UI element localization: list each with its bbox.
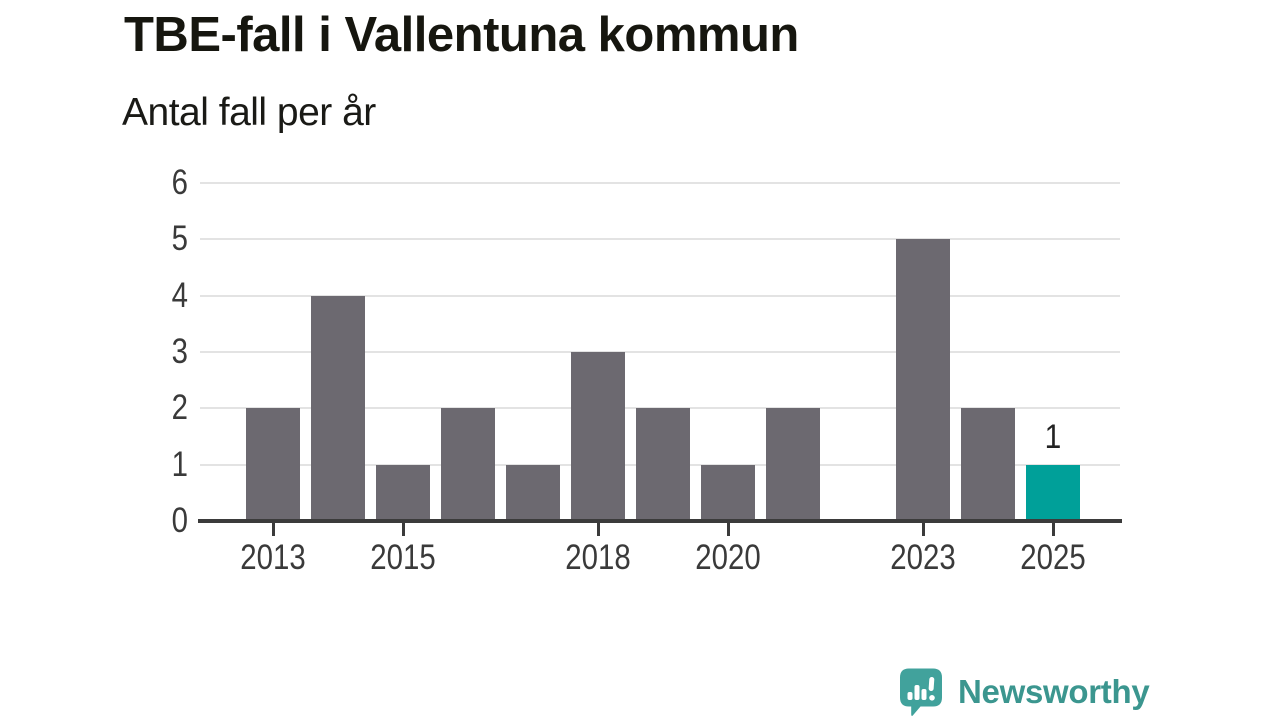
bar-2016 — [441, 408, 495, 521]
x-tick-label-2018: 2018 — [565, 538, 631, 577]
x-tick-mark-2020 — [727, 523, 730, 536]
bar-2013 — [246, 408, 300, 521]
x-tick-mark-2025 — [1052, 523, 1055, 536]
bar-2020 — [701, 465, 755, 521]
bar-2018 — [571, 352, 625, 521]
y-tick-label-2: 2 — [171, 388, 188, 427]
x-tick-mark-2018 — [597, 523, 600, 536]
gridline-4 — [200, 295, 1120, 297]
bar-2017 — [506, 465, 560, 521]
gridline-6 — [200, 182, 1120, 184]
newsworthy-logo: Newsworthy — [899, 666, 1150, 718]
newsworthy-speech-bubble-chart-icon — [900, 668, 942, 716]
bar-2019 — [636, 408, 690, 521]
x-tick-mark-2023 — [922, 523, 925, 536]
bar-2025 — [1026, 465, 1080, 521]
gridline-5 — [200, 238, 1120, 240]
x-axis-line — [198, 519, 1122, 523]
x-tick-label-2013: 2013 — [240, 538, 306, 577]
bar-2024 — [961, 408, 1015, 521]
bar-2015 — [376, 465, 430, 521]
y-tick-label-0: 0 — [171, 501, 188, 540]
y-tick-label-5: 5 — [171, 219, 188, 258]
brand-name: Newsworthy — [958, 673, 1150, 710]
value-label-2025: 1 — [1044, 418, 1062, 456]
page-title: TBE-fall i Vallentuna kommun — [124, 8, 799, 62]
y-tick-label-4: 4 — [171, 276, 188, 315]
y-tick-label-3: 3 — [171, 332, 188, 371]
x-tick-label-2023: 2023 — [890, 538, 956, 577]
x-tick-label-2015: 2015 — [370, 538, 436, 577]
bar-2014 — [311, 296, 365, 521]
y-tick-label-1: 1 — [171, 445, 188, 484]
x-tick-mark-2015 — [402, 523, 405, 536]
x-tick-label-2025: 2025 — [1020, 538, 1086, 577]
bar-2023 — [896, 239, 950, 521]
x-tick-label-2020: 2020 — [695, 538, 761, 577]
gridline-3 — [200, 351, 1120, 353]
mini-bar-chart-glyph — [907, 676, 935, 701]
bar-2021 — [766, 408, 820, 521]
x-tick-mark-2013 — [272, 523, 275, 536]
chart-subtitle: Antal fall per år — [122, 91, 376, 134]
y-tick-label-6: 6 — [171, 163, 188, 202]
